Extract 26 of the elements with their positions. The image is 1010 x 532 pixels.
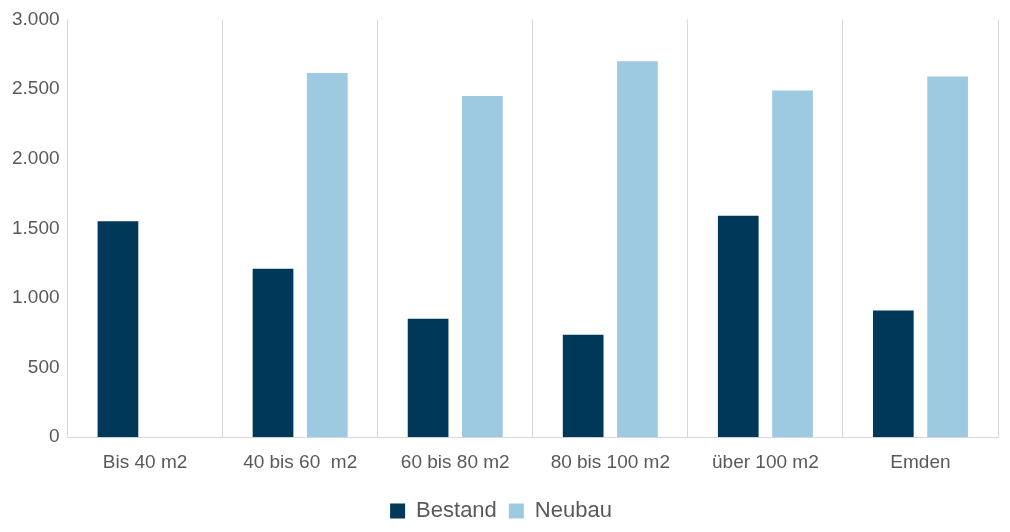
x-tick-label: Bis 40 m2 xyxy=(102,450,188,472)
x-tick-label: 80 bis 100 m2 xyxy=(550,450,670,472)
y-tick-label: 3.000 xyxy=(12,7,60,29)
y-tick-label: 2.500 xyxy=(12,77,60,99)
bar xyxy=(97,221,139,438)
bar xyxy=(772,90,813,438)
legend-label: Bestand xyxy=(416,497,497,523)
bar xyxy=(562,334,604,438)
x-tick-label: 60 bis 80 m2 xyxy=(400,450,510,472)
y-tick-label: 1.500 xyxy=(12,216,60,238)
x-tick-label: Emden xyxy=(890,450,951,472)
bar xyxy=(617,61,658,438)
bar xyxy=(306,73,348,438)
bar xyxy=(252,268,294,438)
y-tick-label: 500 xyxy=(27,355,60,377)
y-tick-label: 1.000 xyxy=(12,286,60,308)
x-tick-label: über 100 m2 xyxy=(712,450,819,472)
legend-label: Neubau xyxy=(534,497,612,523)
y-tick-label: 2.000 xyxy=(12,146,60,168)
y-tick-label: 0 xyxy=(48,425,60,447)
x-tick-label: 40 bis 60 m2 xyxy=(243,450,358,472)
bar xyxy=(717,215,759,438)
bar xyxy=(462,96,503,438)
bar xyxy=(927,76,968,438)
bar xyxy=(872,310,914,438)
bar xyxy=(407,318,449,438)
